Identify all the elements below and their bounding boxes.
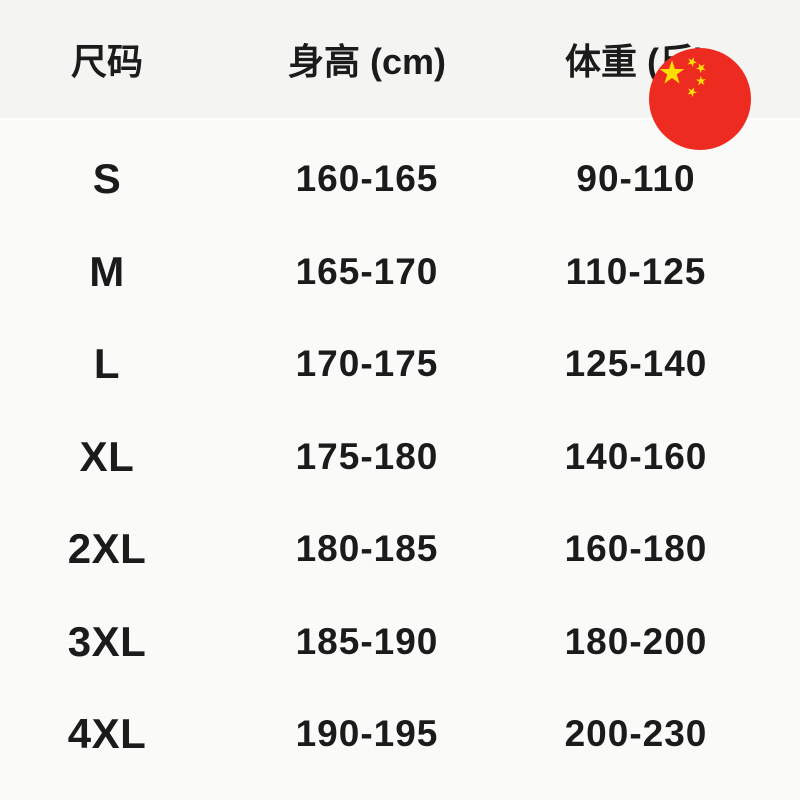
height-cell: 170-175 bbox=[295, 343, 439, 385]
weight-cell: 140-160 bbox=[564, 435, 708, 477]
size-cell: S bbox=[92, 155, 122, 203]
height-cell: 180-185 bbox=[295, 528, 439, 570]
size-cell: 2XL bbox=[67, 525, 147, 573]
weight-cell: 110-125 bbox=[565, 250, 707, 292]
table-row: 3XL 185-190 180-200 bbox=[0, 596, 800, 689]
size-cell: XL bbox=[79, 432, 135, 480]
table-row: S 160-165 90-110 bbox=[0, 133, 800, 226]
size-cell: 4XL bbox=[67, 710, 147, 758]
table-row: M 165-170 110-125 bbox=[0, 226, 800, 319]
size-cell: M bbox=[89, 247, 125, 295]
header-size-column: 尺码 bbox=[70, 41, 143, 82]
size-table-header-row: 尺码 身高 (cm) 体重 (斤) bbox=[0, 0, 800, 120]
china-flag-badge bbox=[649, 48, 751, 150]
china-flag-icon bbox=[649, 48, 751, 150]
size-cell: 3XL bbox=[67, 617, 147, 665]
height-cell: 165-170 bbox=[295, 250, 439, 292]
height-cell: 185-190 bbox=[295, 620, 439, 662]
table-row: 2XL 180-185 160-180 bbox=[0, 503, 800, 596]
weight-cell: 200-230 bbox=[564, 713, 708, 755]
height-cell: 175-180 bbox=[295, 435, 439, 477]
flag-circle bbox=[649, 48, 751, 150]
weight-cell: 180-200 bbox=[564, 620, 708, 662]
weight-cell: 90-110 bbox=[576, 158, 696, 200]
weight-cell: 160-180 bbox=[564, 528, 708, 570]
table-row: L 170-175 125-140 bbox=[0, 318, 800, 411]
table-row: XL 175-180 140-160 bbox=[0, 411, 800, 504]
height-cell: 160-165 bbox=[295, 158, 439, 200]
size-table-body: S 160-165 90-110 M 165-170 110-125 L 170… bbox=[0, 120, 800, 781]
height-cell: 190-195 bbox=[295, 713, 439, 755]
header-height-column: 身高 (cm) bbox=[287, 41, 446, 82]
weight-cell: 125-140 bbox=[564, 343, 708, 385]
table-row: 4XL 190-195 200-230 bbox=[0, 688, 800, 781]
size-cell: L bbox=[93, 340, 121, 388]
